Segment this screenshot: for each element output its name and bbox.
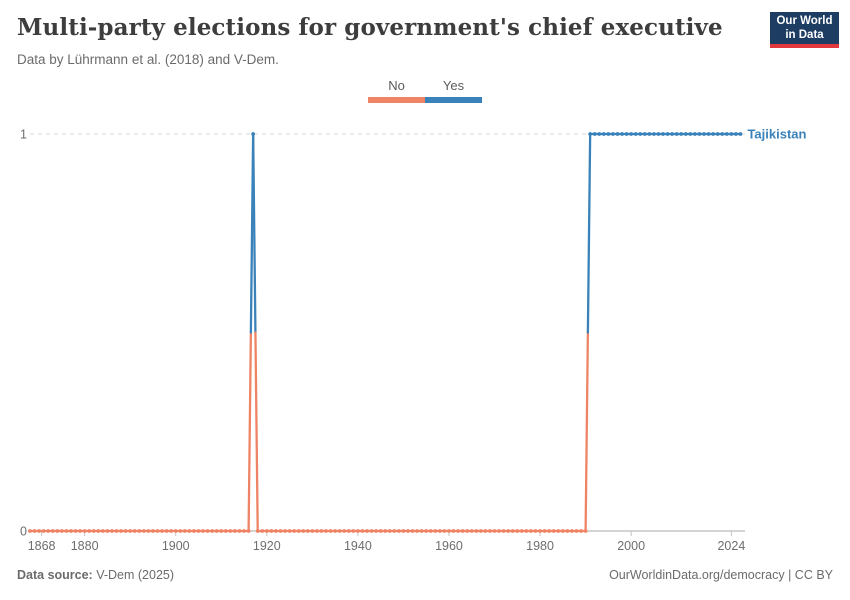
y-tick-label: 1: [20, 128, 27, 142]
page-title: Multi-party elections for government's c…: [17, 14, 723, 41]
legend-item-yes[interactable]: Yes: [425, 78, 482, 103]
x-tick-label: 2024: [717, 539, 745, 553]
x-tick-label: 1920: [253, 539, 281, 553]
x-tick-label: 2000: [617, 539, 645, 553]
entity-label: Tajikistan: [747, 127, 806, 142]
credit-link[interactable]: OurWorldinData.org/democracy | CC BY: [609, 568, 833, 582]
chart-subtitle: Data by Lührmann et al. (2018) and V-Dem…: [17, 52, 279, 67]
x-tick-label: 1880: [71, 539, 99, 553]
legend: No Yes: [368, 78, 482, 103]
legend-item-no[interactable]: No: [368, 78, 425, 103]
owid-logo[interactable]: Our World in Data: [770, 12, 839, 48]
x-tick-label: 1868: [28, 539, 56, 553]
chart-footer: Data source: V-Dem (2025) OurWorldinData…: [17, 568, 833, 582]
x-tick-label: 1900: [162, 539, 190, 553]
data-source-label: Data source:: [17, 568, 93, 582]
legend-label-yes: Yes: [442, 78, 465, 93]
data-source-value: V-Dem (2025): [92, 568, 175, 582]
y-tick-label: 0: [20, 525, 27, 539]
x-tick-label: 1940: [344, 539, 372, 553]
owid-logo-line2: in Data: [785, 29, 824, 41]
series-points: [28, 132, 743, 533]
x-tick-label: 1960: [435, 539, 463, 553]
data-source: Data source: V-Dem (2025): [17, 568, 174, 582]
legend-swatch-yes: [425, 97, 482, 103]
owid-logo-line1: Our World: [776, 15, 833, 27]
legend-swatch-no: [368, 97, 425, 103]
x-tick-label: 1980: [526, 539, 554, 553]
series-line: [28, 132, 742, 533]
legend-label-no: No: [388, 78, 405, 93]
